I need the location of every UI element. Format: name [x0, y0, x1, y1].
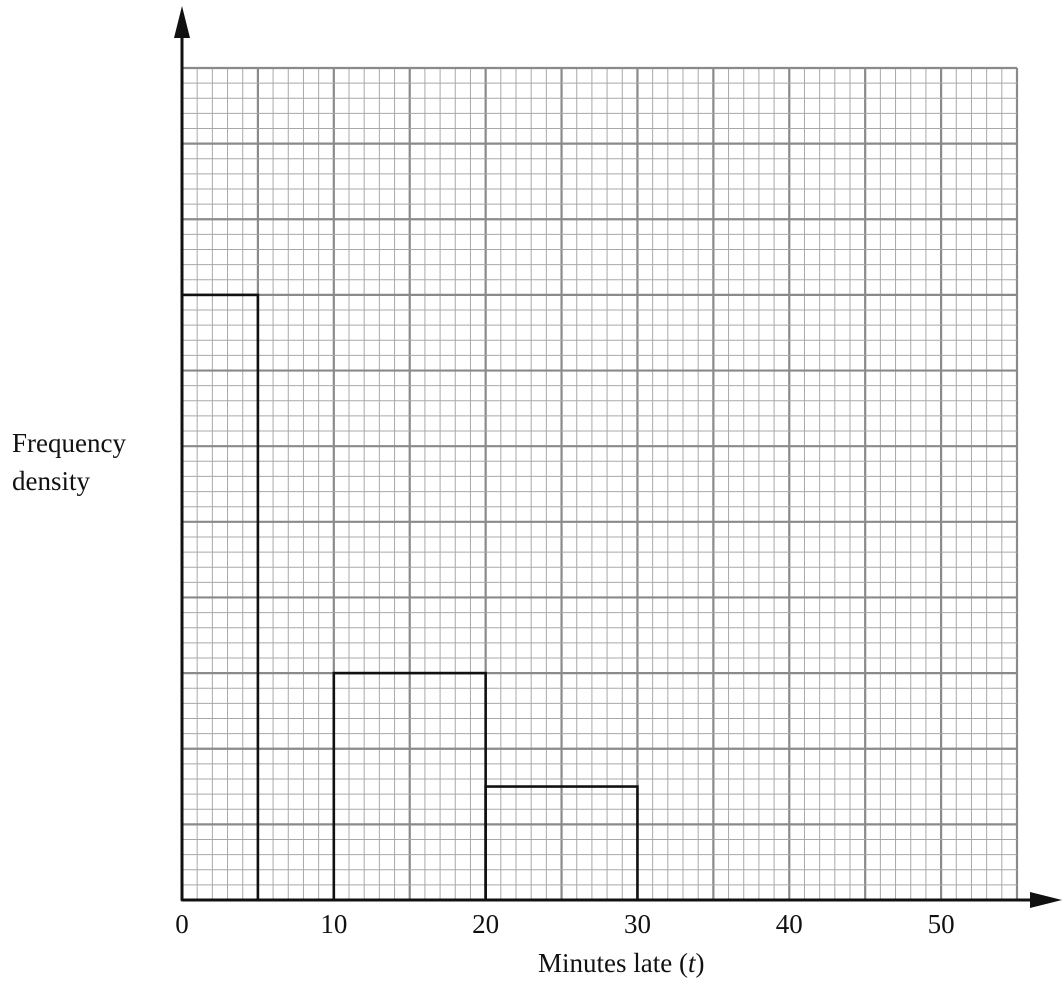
- x-axis-label-text: Minutes late: [538, 948, 672, 978]
- y-axis-label-line-1: Frequency: [12, 428, 126, 458]
- x-tick-labels: 0 10 20 30 40 50: [175, 909, 954, 939]
- axes: [174, 6, 1062, 908]
- grid: [180, 66, 1019, 902]
- x-tick-label-0: 0: [175, 909, 189, 939]
- x-tick-label-50: 50: [928, 909, 955, 939]
- x-tick-label-30: 30: [624, 909, 651, 939]
- x-tick-label-40: 40: [776, 909, 803, 939]
- y-axis-label-line-2: density: [12, 466, 90, 496]
- x-axis-label-variable: t: [688, 948, 697, 978]
- y-axis-arrow-icon: [174, 6, 190, 38]
- x-axis-label: Minutes late (t): [538, 948, 705, 978]
- x-axis-arrow-icon: [1030, 892, 1062, 908]
- x-tick-label-20: 20: [472, 909, 499, 939]
- x-tick-label-10: 10: [320, 909, 347, 939]
